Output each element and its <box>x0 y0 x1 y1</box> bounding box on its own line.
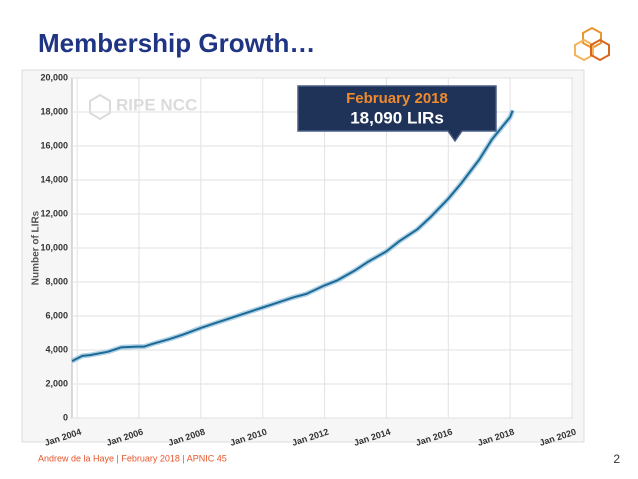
data-line <box>71 110 514 362</box>
watermark-text: RIPE NCC <box>116 95 197 114</box>
y-tick-label: 8,000 <box>45 276 68 286</box>
annotation-line2: 18,090 LIRs <box>350 108 444 127</box>
y-tick-label: 14,000 <box>40 174 68 184</box>
slide-title: Membership Growth… <box>38 28 315 58</box>
y-tick-label: 18,000 <box>40 106 68 116</box>
y-axis-label: Number of LIRs <box>31 210 42 285</box>
y-tick-label: 2,000 <box>45 378 68 388</box>
y-tick-label: 6,000 <box>45 310 68 320</box>
logo <box>574 26 610 62</box>
page-number: 2 <box>613 452 620 466</box>
y-tick-label: 4,000 <box>45 344 68 354</box>
footer: Andrew de la Haye | February 2018 | APNI… <box>38 453 227 463</box>
callout: February 2018 18,090 LIRs <box>297 85 497 143</box>
y-tick-label: 0 <box>63 412 68 422</box>
watermark: RIPE NCC <box>89 93 197 121</box>
y-tick-label: 12,000 <box>40 208 68 218</box>
y-tick-label: 10,000 <box>40 242 68 252</box>
annotation-line1: February 2018 <box>346 90 448 107</box>
y-tick-label: 20,000 <box>40 72 68 82</box>
y-tick-label: 16,000 <box>40 140 68 150</box>
